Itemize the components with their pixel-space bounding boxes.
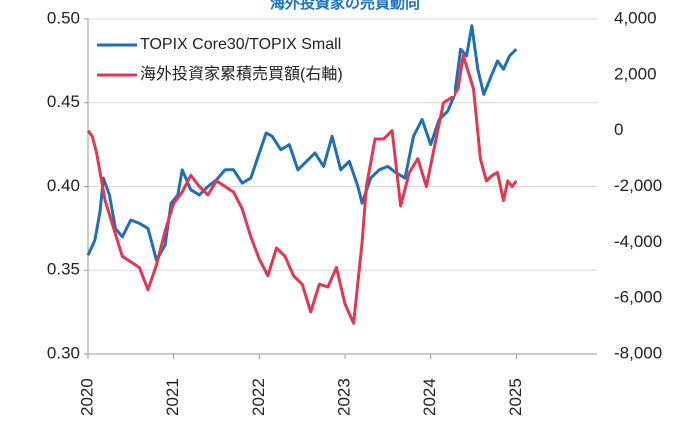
legend-label: 海外投資家累積売買額(右軸) [140, 65, 343, 83]
y2-tick-label: -4,000 [614, 232, 662, 251]
y2-tick-label: 2,000 [614, 64, 657, 83]
y2-tick-label: -2,000 [614, 176, 662, 195]
y2-tick-label: 0 [614, 120, 623, 139]
y2-tick-label: 4,000 [614, 8, 657, 27]
x-tick-label: 2021 [163, 378, 182, 416]
y-tick-label: 0.50 [47, 8, 80, 27]
y-tick-label: 0.45 [47, 92, 80, 111]
series-line [86, 53, 518, 325]
y-tick-label: 0.35 [47, 260, 80, 279]
x-tick-label: 2025 [506, 378, 525, 416]
y-tick-label: 0.30 [47, 343, 80, 362]
legend-box [94, 28, 454, 96]
x-tick-label: 2022 [249, 378, 268, 416]
y2-tick-label: -8,000 [614, 343, 662, 362]
legend-label: TOPIX Core30/TOPIX Small [140, 36, 341, 53]
x-tick-label: 2023 [334, 378, 353, 416]
x-tick-label: 2020 [77, 378, 96, 416]
series-line [86, 24, 518, 262]
x-tick-label: 2024 [420, 378, 439, 416]
y2-tick-label: -6,000 [614, 288, 662, 307]
chart-title: 海外投資家の売買動向 [270, 0, 420, 12]
y-tick-label: 0.40 [47, 176, 80, 195]
